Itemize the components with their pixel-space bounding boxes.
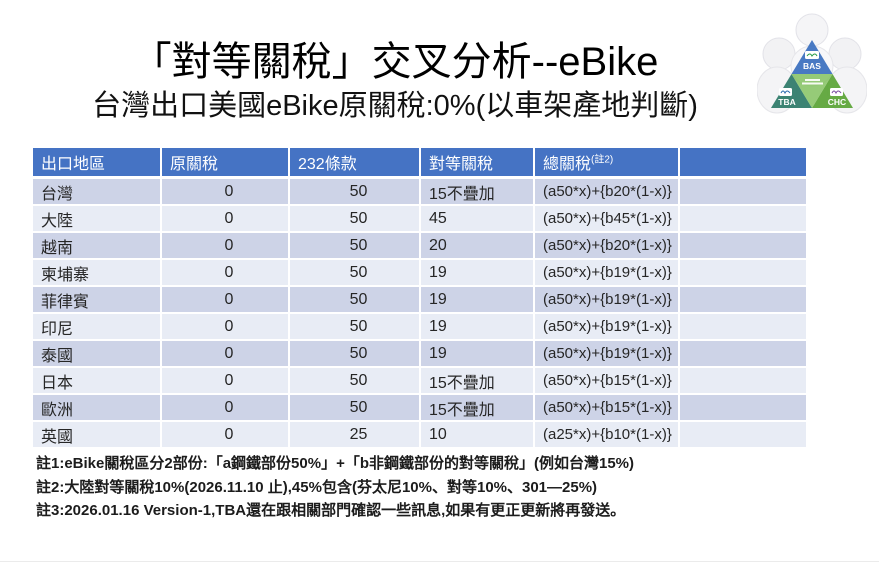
- cell-region: 大陸: [33, 206, 162, 233]
- cell-s232: 50: [290, 287, 421, 314]
- header-row: 出口地區 原關稅 232條款 對等關稅 總關稅(註2): [33, 148, 808, 179]
- title-block: 「對等關稅」交叉分析--eBike 台灣出口美國eBike原關稅:0%(以車架產…: [0, 38, 790, 124]
- cell-orig: 0: [162, 287, 290, 314]
- header-note2-superscript: (註2): [591, 154, 614, 166]
- slide-bottom-edge: [0, 561, 879, 562]
- table-row: 大陸 0 50 45 (a50*x)+{b45*(1-x)}: [33, 206, 808, 233]
- cell-region: 歐洲: [33, 395, 162, 422]
- cell-blank: [680, 341, 808, 368]
- table-header: 出口地區 原關稅 232條款 對等關稅 總關稅(註2): [33, 148, 808, 179]
- footnote-3: 註3:2026.01.16 Version-1,TBA還在跟相關部門確認一些訊息…: [36, 502, 626, 519]
- cell-region: 越南: [33, 233, 162, 260]
- logo-label-chc: CHC: [828, 97, 846, 107]
- header-empty: [680, 148, 808, 179]
- cell-blank: [680, 287, 808, 314]
- cell-orig: 0: [162, 341, 290, 368]
- cell-recip: 15不疊加: [421, 179, 535, 206]
- tariff-table: 出口地區 原關稅 232條款 對等關稅 總關稅(註2) 台灣 0 50 15不疊加 (a…: [33, 148, 808, 449]
- table-row: 泰國 0 50 19 (a50*x)+{b19*(1-x)}: [33, 341, 808, 368]
- cell-total: (a25*x)+{b10*(1-x)}: [535, 422, 680, 449]
- cell-orig: 0: [162, 422, 290, 449]
- cell-s232: 50: [290, 260, 421, 287]
- table-row: 越南 0 50 20 (a50*x)+{b20*(1-x)}: [33, 233, 808, 260]
- cell-total: (a50*x)+{b15*(1-x)}: [535, 395, 680, 422]
- page-title: 「對等關稅」交叉分析--eBike: [131, 40, 659, 84]
- cell-s232: 50: [290, 314, 421, 341]
- cell-total: (a50*x)+{b19*(1-x)}: [535, 260, 680, 287]
- cell-recip: 19: [421, 341, 535, 368]
- cell-blank: [680, 233, 808, 260]
- cell-total: (a50*x)+{b15*(1-x)}: [535, 368, 680, 395]
- cell-recip: 15不疊加: [421, 395, 535, 422]
- cell-blank: [680, 422, 808, 449]
- logo-label-bas: BAS: [803, 61, 821, 71]
- cell-blank: [680, 368, 808, 395]
- cell-orig: 0: [162, 179, 290, 206]
- cell-region: 泰國: [33, 341, 162, 368]
- table-row: 台灣 0 50 15不疊加 (a50*x)+{b20*(1-x)}: [33, 179, 808, 206]
- cell-s232: 50: [290, 233, 421, 260]
- cell-region: 日本: [33, 368, 162, 395]
- cell-blank: [680, 314, 808, 341]
- table-row: 印尼 0 50 19 (a50*x)+{b19*(1-x)}: [33, 314, 808, 341]
- cell-blank: [680, 395, 808, 422]
- cell-total: (a50*x)+{b19*(1-x)}: [535, 341, 680, 368]
- cell-orig: 0: [162, 314, 290, 341]
- cell-orig: 0: [162, 206, 290, 233]
- cell-s232: 25: [290, 422, 421, 449]
- cell-blank: [680, 206, 808, 233]
- header-section-232: 232條款: [290, 148, 421, 179]
- cell-s232: 50: [290, 206, 421, 233]
- triangle-people-logo-graphic: BAS TBA CHC: [756, 13, 868, 114]
- table-row: 英國 0 25 10 (a25*x)+{b10*(1-x)}: [33, 422, 808, 449]
- cell-orig: 0: [162, 395, 290, 422]
- cell-recip: 45: [421, 206, 535, 233]
- cell-orig: 0: [162, 260, 290, 287]
- cell-recip: 15不疊加: [421, 368, 535, 395]
- header-total-tariff: 總關稅(註2): [535, 148, 680, 179]
- header-total-tariff-label: 總關稅: [543, 156, 592, 173]
- table-row: 菲律賓 0 50 19 (a50*x)+{b19*(1-x)}: [33, 287, 808, 314]
- footnote-1: 註1:eBike關稅區分2部份:「a鋼鐵部份50%」+「b非鋼鐵部份的對等關稅」…: [36, 455, 635, 472]
- cell-region: 印尼: [33, 314, 162, 341]
- cell-total: (a50*x)+{b19*(1-x)}: [535, 314, 680, 341]
- cell-total: (a50*x)+{b20*(1-x)}: [535, 233, 680, 260]
- header-reciprocal-tariff: 對等關稅: [421, 148, 535, 179]
- cell-recip: 20: [421, 233, 535, 260]
- cell-blank: [680, 179, 808, 206]
- cell-region: 菲律賓: [33, 287, 162, 314]
- cell-total: (a50*x)+{b19*(1-x)}: [535, 287, 680, 314]
- cell-region: 英國: [33, 422, 162, 449]
- cell-recip: 10: [421, 422, 535, 449]
- cell-total: (a50*x)+{b45*(1-x)}: [535, 206, 680, 233]
- cell-s232: 50: [290, 395, 421, 422]
- cell-recip: 19: [421, 287, 535, 314]
- cell-orig: 0: [162, 233, 290, 260]
- logo-label-tba: TBA: [778, 97, 795, 107]
- cell-region: 台灣: [33, 179, 162, 206]
- table-row: 日本 0 50 15不疊加 (a50*x)+{b15*(1-x)}: [33, 368, 808, 395]
- table-body: 台灣 0 50 15不疊加 (a50*x)+{b20*(1-x)} 大陸 0 50 45 (a50…: [33, 179, 808, 449]
- cell-orig: 0: [162, 368, 290, 395]
- cell-recip: 19: [421, 314, 535, 341]
- cell-s232: 50: [290, 179, 421, 206]
- cell-recip: 19: [421, 260, 535, 287]
- cell-s232: 50: [290, 368, 421, 395]
- table-row: 柬埔寨 0 50 19 (a50*x)+{b19*(1-x)}: [33, 260, 808, 287]
- cell-total: (a50*x)+{b20*(1-x)}: [535, 179, 680, 206]
- page-subtitle: 台灣出口美國eBike原關稅:0%(以車架產地判斷): [92, 90, 698, 122]
- organization-logo: BAS TBA CHC: [756, 10, 868, 118]
- header-original-tariff: 原關稅: [162, 148, 290, 179]
- footnote-2: 註2:大陸對等關稅10%(2026.11.10 止),45%包含(芬太尼10%、…: [36, 478, 598, 496]
- cell-region: 柬埔寨: [33, 260, 162, 287]
- header-export-region: 出口地區: [33, 148, 162, 179]
- cell-blank: [680, 260, 808, 287]
- cell-s232: 50: [290, 341, 421, 368]
- table-row: 歐洲 0 50 15不疊加 (a50*x)+{b15*(1-x)}: [33, 395, 808, 422]
- footnotes: 註1:eBike關稅區分2部份:「a鋼鐵部份50%」+「b非鋼鐵部份的對等關稅」…: [36, 452, 846, 523]
